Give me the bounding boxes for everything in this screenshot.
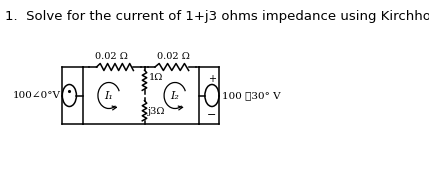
Text: 0.02 Ω: 0.02 Ω	[95, 52, 128, 61]
Text: 0.02 Ω: 0.02 Ω	[157, 52, 190, 61]
Text: I₂: I₂	[171, 90, 179, 100]
Text: I₁: I₁	[104, 90, 113, 100]
Text: +: +	[208, 73, 216, 83]
Text: j3Ω: j3Ω	[148, 107, 166, 116]
Text: 100∠0°V: 100∠0°V	[12, 91, 60, 100]
Text: 100 ∢30° V: 100 ∢30° V	[221, 91, 280, 100]
Text: 1Ω: 1Ω	[148, 73, 163, 82]
Text: −: −	[207, 110, 217, 120]
Text: 1.  Solve for the current of 1+j3 ohms impedance using Kirchhoff’s Law.: 1. Solve for the current of 1+j3 ohms im…	[5, 10, 429, 23]
